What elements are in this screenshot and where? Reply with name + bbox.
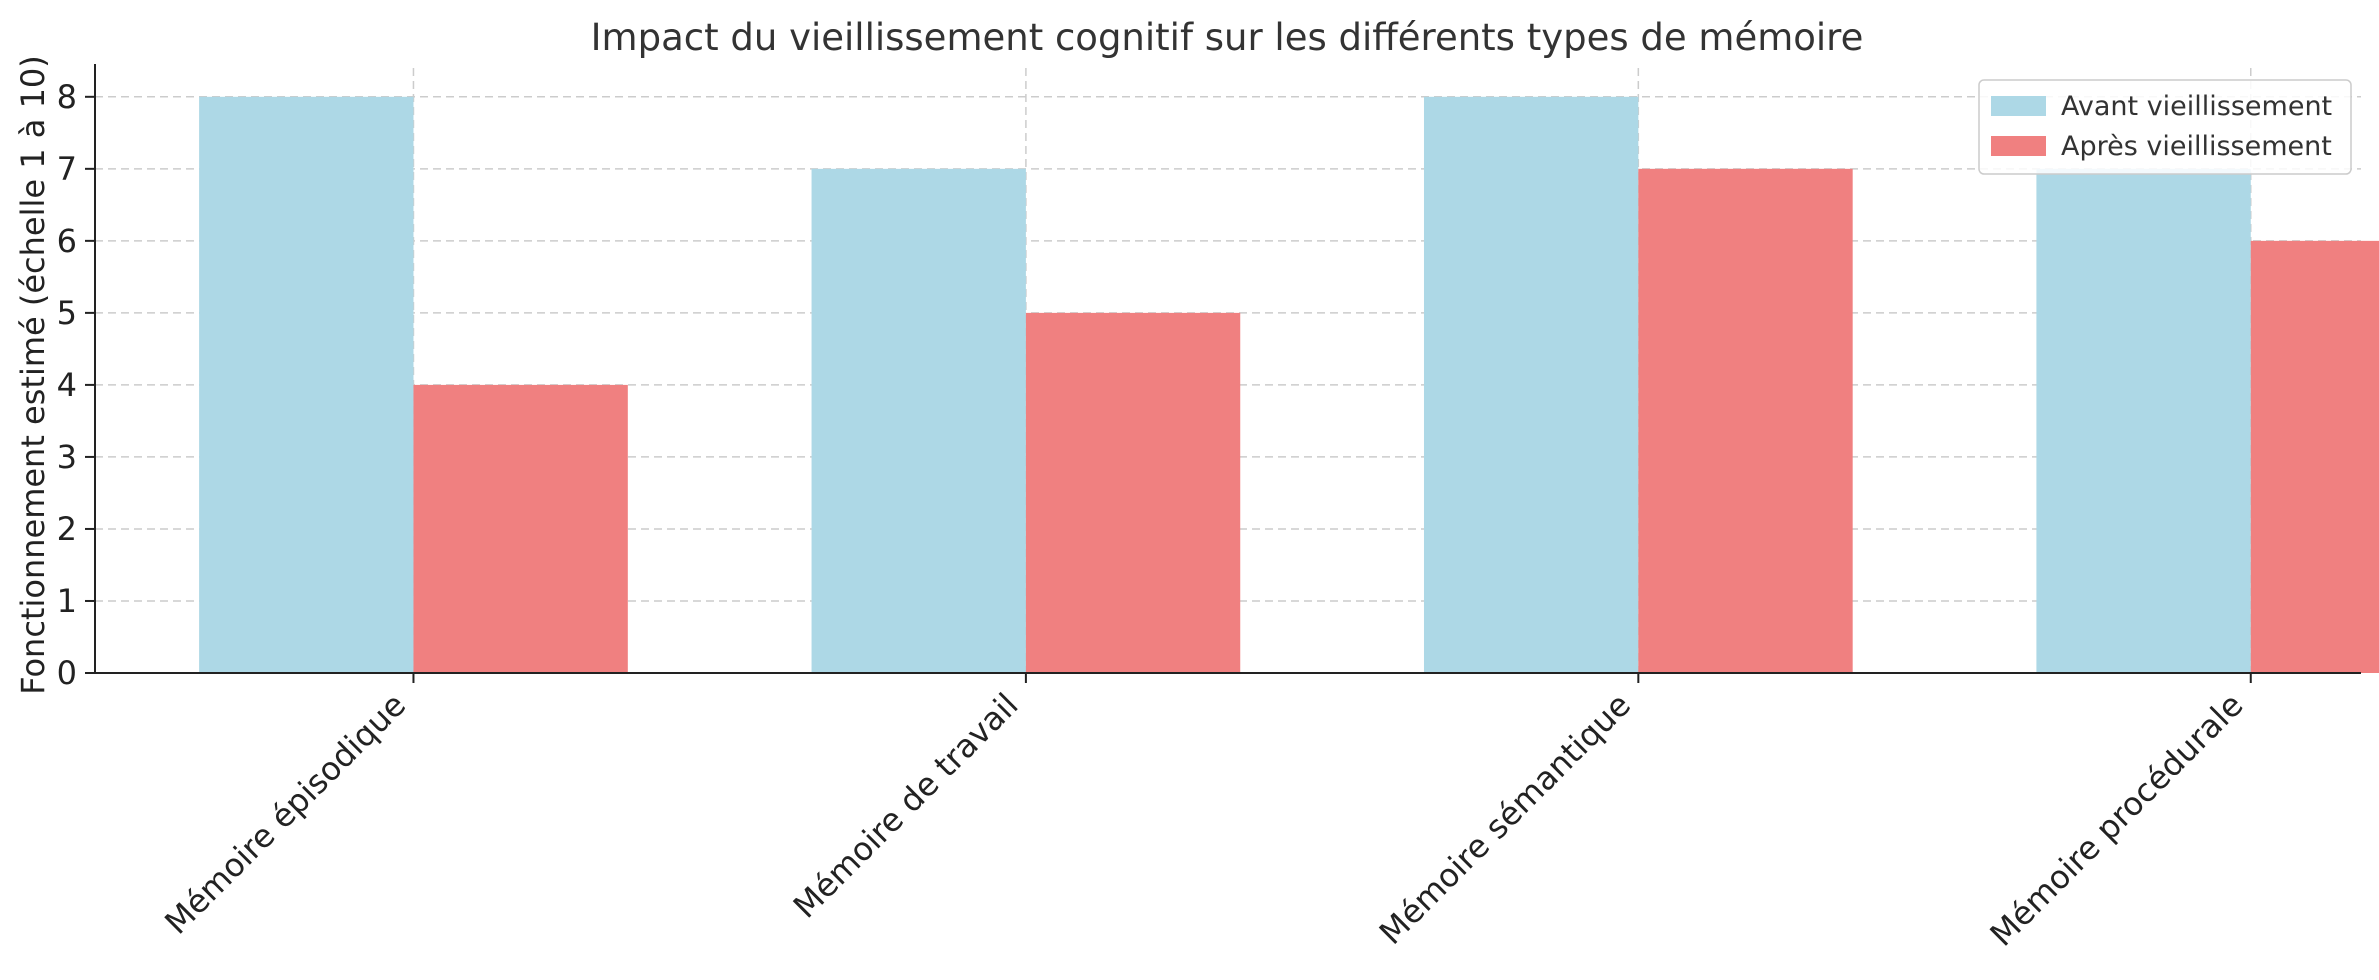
x-tick-label: Mémoire sémantique	[1372, 686, 1638, 952]
bars	[199, 96, 2379, 674]
legend: Avant vieillissement Après vieillissement	[1978, 79, 2352, 175]
y-tick-label: 4	[57, 366, 77, 404]
legend-swatch-apres	[1991, 136, 2046, 156]
y-axis-ticks: 0 1 2 3 4 5 6 7 8	[57, 78, 95, 692]
bar-apres-0	[413, 384, 628, 673]
bar-apres-3	[2250, 240, 2379, 673]
legend-box	[1978, 79, 2352, 175]
y-tick-label: 2	[57, 510, 77, 548]
legend-swatch-avant	[1991, 96, 2046, 116]
y-tick-label: 8	[57, 78, 77, 116]
chart-title: Impact du vieillissement cognitif sur le…	[591, 16, 1864, 59]
bar-avant-3	[2036, 168, 2251, 674]
x-axis-ticks: Mémoire épisodique Mémoire de travail Mémo…	[157, 673, 2252, 954]
y-axis-label: Fonctionnement estimé (échelle 1 à 10)	[14, 55, 52, 695]
y-tick-label: 6	[57, 222, 77, 260]
bar-avant-1	[811, 168, 1026, 674]
bar-apres-1	[1025, 312, 1241, 673]
bar-avant-2	[1423, 96, 1639, 674]
y-tick-label: 5	[57, 294, 77, 332]
y-tick-label: 3	[57, 438, 77, 476]
legend-label-avant: Avant vieillissement	[2061, 91, 2332, 122]
bar-avant-0	[199, 96, 414, 674]
x-tick-label: Mémoire procédurale	[1983, 686, 2251, 954]
y-tick-label: 0	[57, 654, 77, 692]
bar-apres-2	[1638, 168, 1853, 674]
axes	[94, 64, 2361, 674]
x-tick-label: Mémoire de travail	[786, 686, 1026, 926]
legend-label-apres: Après vieillissement	[2061, 131, 2332, 162]
y-tick-label: 1	[57, 582, 77, 620]
x-tick-label: Mémoire épisodique	[157, 686, 413, 942]
y-tick-label: 7	[57, 150, 77, 188]
